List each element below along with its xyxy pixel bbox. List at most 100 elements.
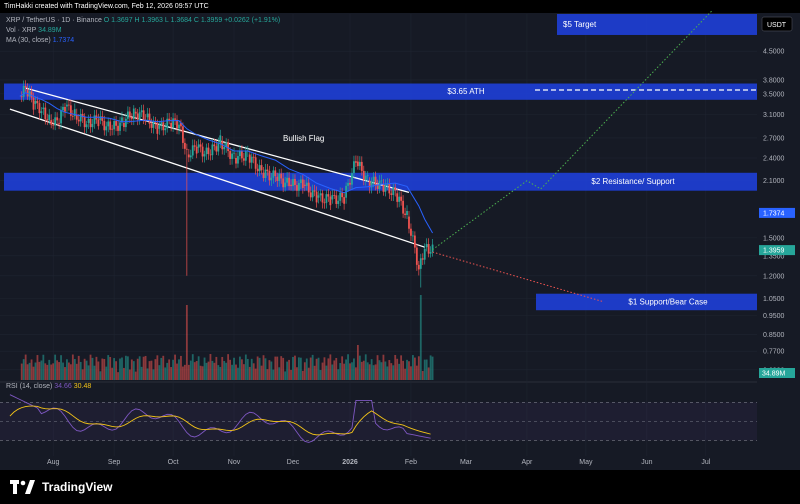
- candle-body[interactable]: [264, 169, 267, 178]
- volume-badge[interactable]: [759, 368, 795, 378]
- candle-body[interactable]: [313, 190, 316, 192]
- candle-body[interactable]: [97, 119, 100, 127]
- candle-body[interactable]: [425, 244, 428, 248]
- candle-body[interactable]: [113, 121, 116, 130]
- candle-body[interactable]: [205, 147, 208, 155]
- candle-body[interactable]: [136, 113, 139, 120]
- candle-body[interactable]: [24, 86, 27, 88]
- candle-body[interactable]: [93, 115, 96, 124]
- candle-body[interactable]: [40, 111, 43, 114]
- ma-price-badge[interactable]: [759, 207, 795, 218]
- candle-body[interactable]: [341, 192, 344, 198]
- candle-body[interactable]: [211, 144, 214, 156]
- candle-body[interactable]: [182, 126, 184, 143]
- candle-body[interactable]: [362, 170, 365, 181]
- candle-body[interactable]: [298, 183, 300, 191]
- candle-body[interactable]: [103, 120, 106, 131]
- candle-body[interactable]: [170, 122, 173, 128]
- candle-body[interactable]: [164, 128, 167, 131]
- candle-body[interactable]: [138, 112, 141, 120]
- candle-body[interactable]: [374, 176, 377, 186]
- candle-body[interactable]: [400, 196, 403, 201]
- candle-body[interactable]: [50, 120, 53, 125]
- candle-body[interactable]: [366, 175, 369, 177]
- candle-body[interactable]: [20, 96, 23, 98]
- price-zone[interactable]: [557, 14, 757, 35]
- candle-body[interactable]: [252, 156, 255, 158]
- candle-body[interactable]: [217, 143, 220, 152]
- candle-body[interactable]: [423, 248, 426, 260]
- candle-body[interactable]: [132, 108, 135, 120]
- candle-body[interactable]: [56, 117, 59, 121]
- candle-body[interactable]: [260, 165, 263, 171]
- candle-body[interactable]: [288, 177, 290, 187]
- candle-body[interactable]: [91, 123, 94, 128]
- candle-body[interactable]: [48, 114, 51, 121]
- candle-body[interactable]: [123, 122, 125, 128]
- candle-body[interactable]: [364, 175, 367, 181]
- candle-body[interactable]: [107, 121, 110, 127]
- candle-body[interactable]: [286, 177, 289, 183]
- candle-body[interactable]: [225, 142, 228, 147]
- candle-body[interactable]: [327, 194, 330, 197]
- candle-body[interactable]: [233, 152, 235, 154]
- candle-body[interactable]: [28, 91, 31, 97]
- candle-body[interactable]: [431, 244, 434, 253]
- candle-body[interactable]: [183, 142, 186, 149]
- candle-body[interactable]: [197, 144, 200, 148]
- price-zone[interactable]: [4, 83, 757, 100]
- candle-body[interactable]: [172, 118, 174, 128]
- candle-body[interactable]: [262, 172, 265, 178]
- candle-body[interactable]: [370, 181, 373, 188]
- candle-body[interactable]: [87, 118, 90, 123]
- candle-body[interactable]: [311, 190, 314, 198]
- candle-body[interactable]: [303, 184, 306, 186]
- candle-body[interactable]: [58, 122, 60, 124]
- candle-body[interactable]: [174, 118, 176, 120]
- candle-body[interactable]: [117, 125, 119, 131]
- candle-body[interactable]: [315, 191, 318, 203]
- candle-body[interactable]: [380, 180, 383, 182]
- candle-body[interactable]: [242, 158, 245, 161]
- candle-body[interactable]: [101, 116, 104, 121]
- candle-body[interactable]: [176, 119, 178, 129]
- candle-body[interactable]: [185, 148, 188, 150]
- candle-body[interactable]: [382, 184, 385, 192]
- candle-body[interactable]: [166, 118, 169, 129]
- candle-body[interactable]: [203, 154, 206, 157]
- candle-body[interactable]: [223, 146, 226, 150]
- candle-body[interactable]: [358, 161, 361, 167]
- candle-body[interactable]: [331, 195, 334, 200]
- candle-body[interactable]: [195, 146, 198, 154]
- candle-body[interactable]: [158, 124, 161, 129]
- candle-body[interactable]: [406, 211, 408, 215]
- candle-body[interactable]: [402, 200, 404, 214]
- candle-body[interactable]: [270, 177, 273, 181]
- candle-body[interactable]: [34, 100, 37, 104]
- candle-body[interactable]: [199, 144, 202, 147]
- candle-body[interactable]: [119, 122, 121, 131]
- candle-body[interactable]: [323, 202, 326, 204]
- candle-body[interactable]: [329, 196, 332, 206]
- candle-body[interactable]: [38, 103, 41, 114]
- candle-body[interactable]: [213, 144, 216, 147]
- candle-body[interactable]: [36, 100, 39, 104]
- candle-body[interactable]: [142, 110, 145, 121]
- candle-body[interactable]: [62, 106, 64, 111]
- candle-body[interactable]: [309, 192, 312, 198]
- candle-body[interactable]: [272, 170, 275, 178]
- candle-body[interactable]: [191, 145, 194, 156]
- candle-body[interactable]: [355, 161, 357, 163]
- candle-body[interactable]: [429, 252, 432, 254]
- candle-body[interactable]: [250, 156, 253, 163]
- candle-body[interactable]: [83, 117, 86, 128]
- candle-body[interactable]: [410, 228, 412, 236]
- candle-body[interactable]: [276, 176, 279, 181]
- candle-body[interactable]: [109, 121, 112, 130]
- tradingview-logo[interactable]: TradingView: [10, 480, 112, 494]
- candle-body[interactable]: [237, 156, 239, 164]
- candle-body[interactable]: [207, 147, 210, 155]
- candle-body[interactable]: [339, 192, 342, 201]
- candle-body[interactable]: [299, 179, 302, 184]
- candle-body[interactable]: [360, 161, 363, 171]
